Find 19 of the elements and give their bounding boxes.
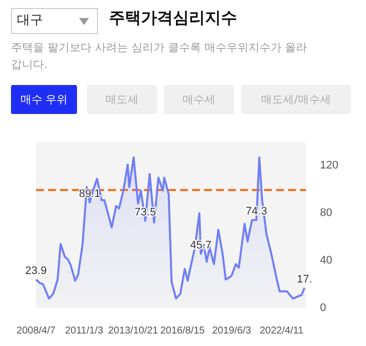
x-tick-label: 2016/8/15	[160, 326, 206, 336]
x-tick-label: 2019/6/3	[212, 326, 252, 336]
y-tick-label: 120	[320, 160, 338, 172]
data-label: 23.9	[25, 265, 47, 278]
text: 대구	[17, 13, 43, 28]
chart-title: 주택가격심리지수	[109, 8, 237, 29]
chart-subtitle: 주택을 팔기보다 사려는 심리가 클수록 매수우위지수가 올라갑니다.	[11, 40, 308, 73]
text: 매도세/매수세	[241, 85, 351, 114]
y-tick-label: 80	[320, 207, 332, 220]
y-tick-label: 0	[320, 302, 326, 314]
x-tick-label: 2013/10/21	[108, 326, 159, 336]
y-tick-label: 40	[320, 254, 332, 267]
x-tick-label: 2008/4/7	[16, 326, 56, 336]
x-tick-label: 2022/4/11	[260, 326, 304, 336]
text: 매수세	[164, 85, 234, 114]
data-label: 17.	[296, 273, 312, 286]
text: 매수 우위	[11, 85, 77, 114]
x-tick-label: 2011/1/3	[64, 326, 104, 336]
text: 매도세	[87, 85, 157, 114]
